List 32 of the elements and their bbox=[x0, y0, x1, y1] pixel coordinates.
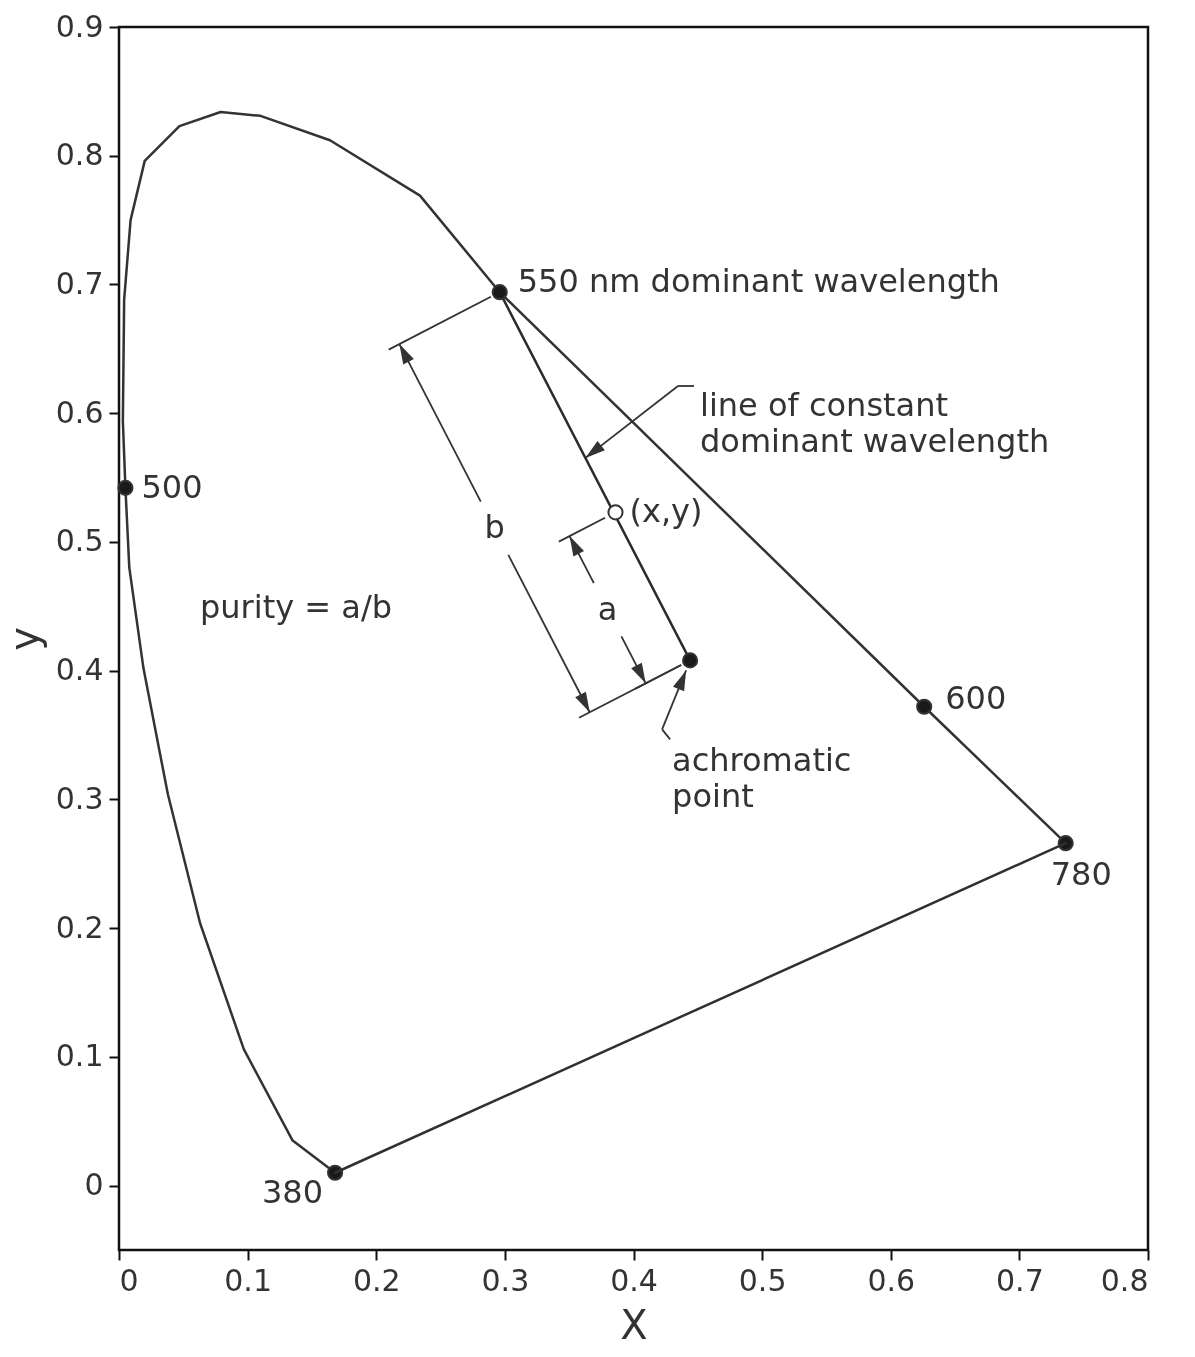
annotation: achromatic point bbox=[672, 741, 852, 816]
annotation: line of constant dominant wavelength bbox=[700, 386, 1050, 460]
annotation: b bbox=[484, 508, 505, 547]
y-axis-title: y bbox=[0, 627, 47, 651]
x-tick-label: 0.1 bbox=[224, 1262, 272, 1298]
x-tick-label: 0.2 bbox=[352, 1262, 401, 1298]
y-tick-label: 0.4 bbox=[55, 652, 104, 688]
x-tick-label: 0.7 bbox=[996, 1262, 1044, 1298]
x-tick-label: 0 bbox=[119, 1262, 139, 1298]
y-tick-label: 0.5 bbox=[55, 523, 104, 559]
x-tick-label: 0.5 bbox=[738, 1262, 787, 1298]
annotation: 600 bbox=[945, 678, 1007, 717]
annotation: a bbox=[597, 589, 618, 628]
y-tick-label: 0.9 bbox=[55, 8, 104, 44]
annotation: 500 bbox=[141, 467, 203, 506]
y-tick-label: 0.2 bbox=[55, 909, 104, 945]
x-tick-label: 0.8 bbox=[1100, 1262, 1149, 1298]
annotation: (x,y) bbox=[629, 492, 703, 531]
y-tick-label: 0 bbox=[84, 1167, 104, 1203]
y-tick-label: 0.1 bbox=[55, 1038, 104, 1074]
y-tick-label: 0.6 bbox=[55, 394, 104, 430]
y-tick-label: 0.7 bbox=[55, 265, 104, 301]
y-tick-label: 0.8 bbox=[55, 137, 104, 173]
x-tick-label: 0.4 bbox=[610, 1262, 658, 1298]
annotation: 780 bbox=[1050, 855, 1112, 894]
annotation: 550 nm dominant wavelength bbox=[517, 262, 1000, 301]
x-tick-label: 0.6 bbox=[867, 1262, 916, 1298]
x-axis-title: X bbox=[620, 1301, 648, 1348]
annotation: purity = a/b bbox=[200, 588, 392, 626]
annotation: 380 bbox=[262, 1172, 324, 1211]
x-tick-label: 0.3 bbox=[481, 1262, 530, 1298]
y-tick-label: 0.3 bbox=[55, 780, 104, 816]
